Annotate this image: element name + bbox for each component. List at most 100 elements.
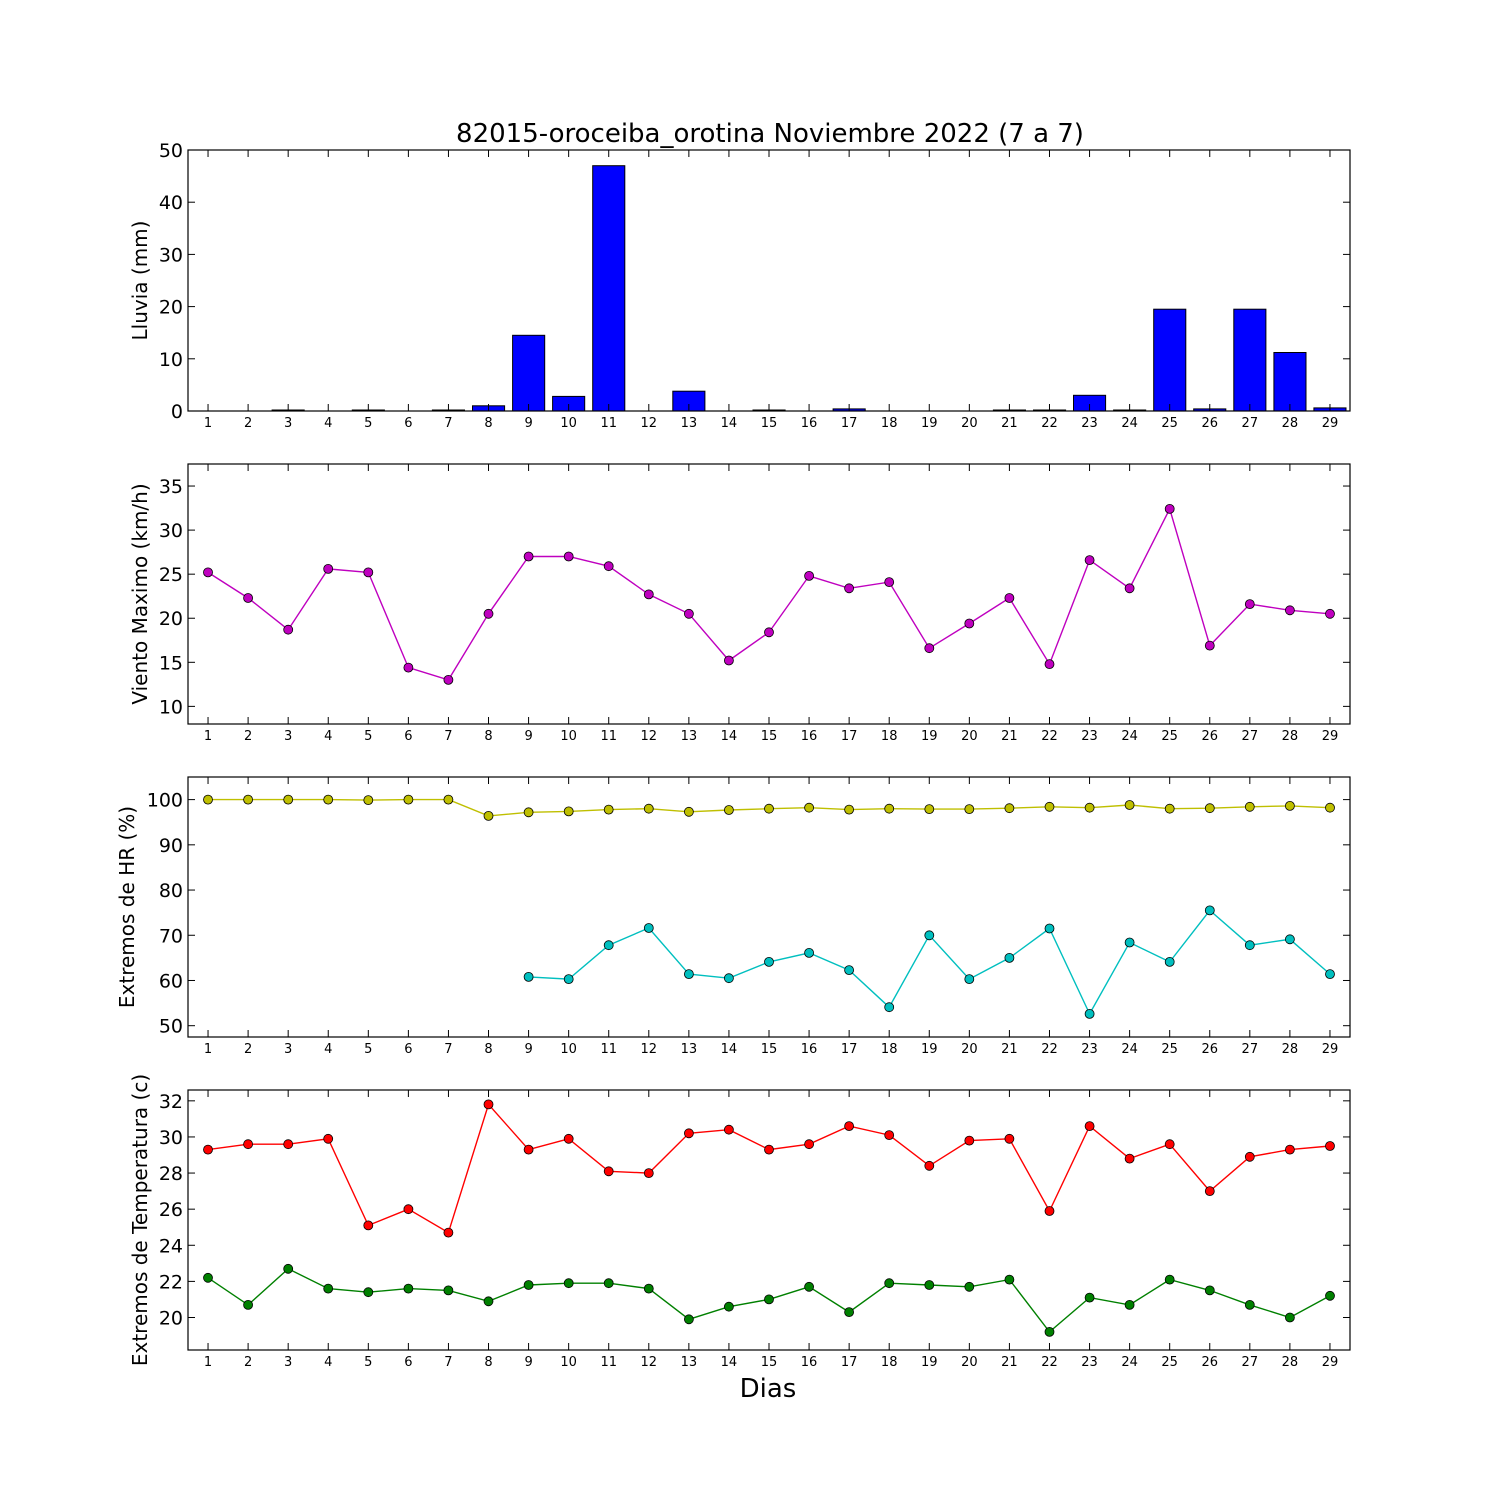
- point-s2-day-19: [924, 930, 935, 941]
- x-tick-label: 10: [560, 1042, 577, 1057]
- point-s1-day-18: [884, 1130, 895, 1140]
- x-tick-label: 24: [1121, 1042, 1138, 1057]
- point-s1-day-8: [483, 608, 494, 619]
- point-s2-day-26: [1204, 1285, 1215, 1296]
- x-tick-label: 23: [1081, 729, 1098, 744]
- y-tick-label: 20: [159, 1308, 183, 1330]
- x-tick-label: 15: [761, 729, 778, 744]
- x-tick-label: 22: [1041, 729, 1058, 744]
- x-tick-label: 18: [881, 416, 898, 431]
- point-s1-day-29: [1325, 608, 1335, 619]
- x-tick-label: 19: [921, 729, 938, 744]
- point-s2-day-9: [523, 1280, 534, 1290]
- x-tick-label: 11: [600, 729, 617, 744]
- point-s1-day-13: [684, 608, 694, 619]
- x-tick-label: 5: [364, 1042, 372, 1057]
- point-s1-day-26: [1204, 640, 1215, 651]
- point-s1-day-3: [283, 794, 294, 805]
- point-s1-day-15: [764, 627, 774, 638]
- x-tick-label: 6: [404, 1355, 412, 1370]
- x-tick-label: 4: [324, 1355, 332, 1370]
- x-tick-label: 1: [204, 1042, 212, 1057]
- y-tick-label: 100: [147, 790, 183, 812]
- y-tick-label: 22: [159, 1271, 183, 1293]
- point-s2-day-24: [1124, 1300, 1135, 1310]
- point-s2-day-18: [884, 1002, 895, 1013]
- point-s2-day-28: [1285, 934, 1295, 945]
- x-tick-label: 18: [881, 729, 898, 744]
- x-tick-label: 26: [1201, 416, 1218, 431]
- point-s1-day-27: [1244, 599, 1255, 609]
- point-s2-day-18: [884, 1278, 895, 1289]
- x-tick-label: 18: [881, 1355, 898, 1370]
- x-tick-label: 5: [364, 416, 372, 431]
- x-tick-label: 22: [1041, 416, 1058, 431]
- point-s2-day-29: [1325, 1290, 1335, 1301]
- y-tick-label: 50: [159, 140, 183, 162]
- x-tick-label: 21: [1001, 1355, 1018, 1370]
- point-s2-day-10: [563, 974, 574, 984]
- y-tick-label: 24: [159, 1235, 183, 1257]
- x-tick-label: 16: [801, 1042, 818, 1057]
- x-tick-label: 28: [1282, 1042, 1299, 1057]
- point-s2-day-2: [243, 1300, 254, 1310]
- point-s1-day-29: [1325, 1141, 1335, 1151]
- y-tick-label: 32: [159, 1091, 183, 1113]
- x-tick-label: 26: [1201, 1042, 1218, 1057]
- point-s1-day-7: [443, 794, 454, 805]
- point-s1-day-2: [243, 593, 254, 603]
- y-tick-label: 70: [159, 925, 183, 947]
- x-tick-label: 10: [560, 1355, 577, 1370]
- x-tick-label: 4: [324, 416, 332, 431]
- x-tick-label: 11: [600, 1355, 617, 1370]
- point-s1-day-19: [924, 643, 935, 654]
- point-s2-day-13: [684, 969, 694, 979]
- point-s2-day-17: [844, 1307, 854, 1317]
- x-tick-label: 23: [1081, 416, 1098, 431]
- point-s2-day-8: [483, 1296, 494, 1307]
- point-s1-day-13: [684, 806, 694, 817]
- x-tick-label: 15: [761, 1042, 778, 1057]
- point-s1-day-2: [243, 1139, 254, 1150]
- axes-frame: [187, 463, 1351, 725]
- y-tick-label: 20: [159, 608, 183, 630]
- point-s1-day-14: [724, 655, 734, 666]
- x-tick-label: 3: [284, 1355, 292, 1370]
- x-tick-label: 27: [1242, 1042, 1259, 1057]
- point-s1-day-26: [1204, 1186, 1215, 1196]
- point-s1-day-12: [643, 803, 654, 814]
- axes-frame: [187, 776, 1351, 1038]
- x-tick-label: 14: [721, 1042, 738, 1057]
- point-s2-day-5: [363, 1287, 374, 1298]
- x-tick-label: 18: [881, 1042, 898, 1057]
- x-tick-label: 13: [681, 1042, 698, 1057]
- point-s1-day-18: [884, 803, 895, 814]
- x-tick-label: 5: [364, 1355, 372, 1370]
- point-s2-day-11: [603, 1278, 614, 1289]
- x-tick-label: 28: [1282, 416, 1299, 431]
- point-s2-day-25: [1164, 1274, 1175, 1285]
- bar-day-28: [1273, 352, 1307, 412]
- point-s1-day-4: [323, 564, 334, 574]
- x-tick-label: 9: [524, 729, 532, 744]
- x-tick-label: 10: [560, 416, 577, 431]
- y-tick-label: 30: [159, 244, 183, 266]
- point-s1-day-26: [1204, 803, 1215, 814]
- x-tick-label: 6: [404, 416, 412, 431]
- x-tick-label: 23: [1081, 1042, 1098, 1057]
- point-s1-day-20: [964, 1135, 975, 1146]
- point-s2-day-26: [1204, 905, 1215, 916]
- point-s1-day-7: [443, 675, 454, 685]
- point-s2-day-22: [1044, 923, 1055, 934]
- point-s2-day-20: [964, 974, 975, 984]
- point-s2-day-15: [764, 1294, 774, 1305]
- x-tick-label: 23: [1081, 1355, 1098, 1370]
- point-s1-day-25: [1164, 1139, 1175, 1150]
- point-s1-day-9: [523, 807, 534, 818]
- x-tick-label: 16: [801, 416, 818, 431]
- point-s2-day-24: [1124, 937, 1135, 948]
- x-tick-label: 8: [484, 1042, 492, 1057]
